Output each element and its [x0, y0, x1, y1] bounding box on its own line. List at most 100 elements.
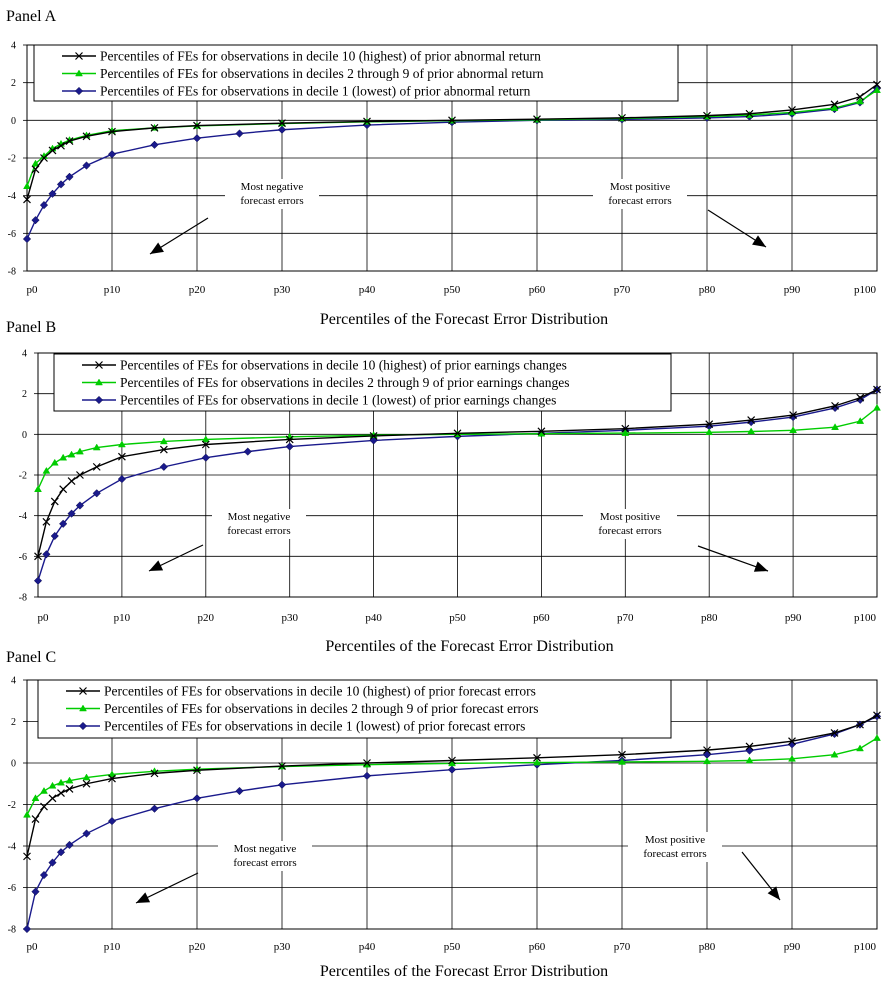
data-point-marker [95, 361, 103, 369]
series-1 [23, 711, 881, 861]
data-point-marker [243, 447, 252, 456]
data-point-marker [277, 780, 287, 789]
annotation-bg [628, 832, 722, 862]
data-point-marker [48, 794, 57, 803]
x-tick-label: p10 [114, 612, 131, 624]
x-tick-label: p0 [38, 612, 50, 624]
data-point-marker [856, 92, 864, 101]
data-point-marker [856, 720, 864, 729]
data-point-marker [65, 785, 74, 793]
data-point-marker [159, 437, 168, 445]
data-point-marker [95, 378, 103, 386]
data-point-marker [76, 447, 84, 455]
annotation: Most negative forecast errors [148, 509, 306, 572]
data-point-marker [363, 759, 371, 767]
annotation-text: forecast errors [240, 195, 303, 207]
data-point-marker [117, 452, 126, 461]
data-point-marker [856, 393, 865, 402]
data-point-marker [621, 429, 630, 436]
data-point-marker [67, 477, 76, 486]
legend-label: Percentiles of FEs for observations in d… [120, 393, 556, 408]
legend-item: Percentiles of FEs for observations in d… [66, 719, 525, 734]
x-tick-label: p10 [104, 941, 121, 953]
data-point-marker [747, 416, 756, 425]
y-tick-label: -4 [19, 511, 27, 522]
legend-label: Percentiles of FEs for observations in d… [104, 719, 525, 734]
x-tick-label: p60 [529, 941, 546, 953]
data-point-marker [50, 531, 59, 541]
data-point-marker [42, 466, 51, 474]
data-point-marker [703, 757, 711, 765]
data-point-marker [40, 787, 48, 794]
panel-title: Panel C [6, 649, 56, 666]
data-point-marker [92, 462, 101, 471]
data-point-marker [67, 509, 76, 518]
data-point-marker [23, 195, 31, 204]
x-tick-label: p30 [274, 284, 291, 296]
annotation-arrowhead [150, 242, 164, 254]
data-point-marker [78, 721, 88, 731]
data-point-marker [201, 435, 210, 443]
data-point-marker [705, 428, 714, 436]
data-point-marker [873, 80, 881, 89]
data-point-marker [830, 104, 839, 111]
data-point-marker [107, 150, 117, 159]
panel-title: Panel B [6, 319, 56, 336]
annotation: Most positive forecast errors [628, 832, 781, 901]
data-point-marker [31, 216, 40, 225]
data-point-marker [82, 161, 91, 170]
data-point-marker [150, 769, 159, 778]
x-tick-label: p30 [274, 941, 291, 953]
chart-panel-b: Panel B 4 2 0 -2 -4 -6 -8 p0 p10 p20 p30 p40 p50 p60 p7… [6, 319, 882, 655]
legend-label: Percentiles of FEs for observations in d… [104, 701, 539, 716]
legend-item: Percentiles of FEs for observations in d… [82, 358, 567, 373]
legend-item: Percentiles of FEs for observations in d… [82, 393, 556, 408]
legend: Percentiles of FEs for observations in d… [53, 353, 672, 412]
data-point-marker [533, 758, 541, 766]
data-point-marker [703, 111, 711, 120]
data-point-marker [65, 776, 74, 784]
data-point-marker [856, 97, 864, 105]
data-point-marker [82, 132, 91, 141]
data-point-marker [235, 129, 244, 138]
data-point-marker [40, 154, 48, 162]
x-axis-title: Percentiles of the Forecast Error Distri… [320, 311, 608, 328]
data-point-marker [150, 140, 159, 149]
annotation-text: Most negative [241, 181, 304, 193]
data-point-marker [92, 489, 101, 498]
legend-label: Percentiles of FEs for observations in d… [120, 358, 567, 373]
data-point-marker [788, 106, 796, 114]
chart-panel-a: Panel A 4 2 0 -2 -4 -6 -8 p0 p10 p20 p30 p40 p50 p60 p7… [6, 8, 882, 328]
data-point-marker [22, 234, 32, 244]
series-1 [34, 385, 881, 561]
data-point-marker [117, 440, 126, 448]
y-tick-label: -4 [8, 191, 16, 202]
legend: Percentiles of FEs for observations in d… [33, 44, 679, 102]
x-tick-label: p0 [27, 284, 39, 296]
legend-item: Percentiles of FEs for observations in d… [66, 701, 539, 716]
chart-panel-c: Panel C 4 2 0 -2 -4 -6 -8 p0 p10 p20 p30 p40 p50 p60 p7… [6, 649, 882, 980]
data-point-marker [48, 781, 57, 789]
data-point-marker [82, 779, 91, 788]
y-tick-label: -2 [19, 471, 27, 482]
data-point-marker [65, 840, 74, 850]
legend: Percentiles of FEs for observations in d… [37, 679, 672, 739]
x-tick-label: p60 [529, 284, 546, 296]
data-point-marker [76, 471, 84, 479]
y-tick-label: 2 [11, 78, 16, 89]
legend-label: Percentiles of FEs for observations in d… [100, 84, 531, 99]
data-point-marker [42, 550, 51, 559]
data-point-marker [201, 453, 210, 462]
data-point-marker [285, 442, 294, 451]
y-tick-label: -6 [19, 552, 27, 563]
data-point-marker [59, 519, 68, 528]
legend-label: Percentiles of FEs for observations in d… [100, 49, 541, 64]
data-point-marker [82, 829, 91, 838]
annotation-arrowhead [752, 235, 766, 247]
x-tick-label: p90 [784, 941, 801, 953]
panel-title: Panel A [6, 8, 57, 25]
annotation-bg [583, 509, 677, 539]
legend-item: Percentiles of FEs for observations in d… [66, 684, 536, 699]
data-point-marker [873, 711, 881, 720]
